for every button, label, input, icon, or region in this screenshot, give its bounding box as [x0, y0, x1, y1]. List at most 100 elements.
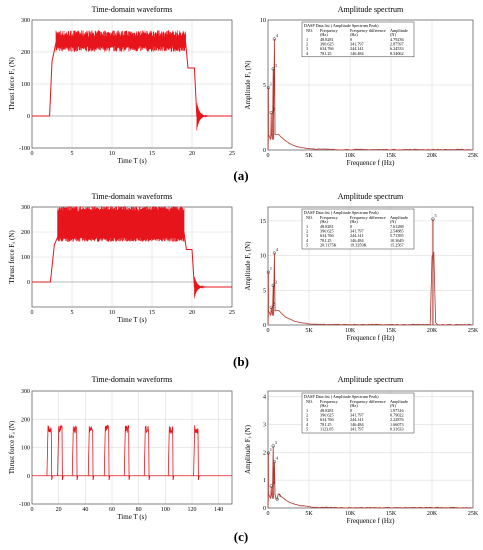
peak-data-table — [301, 21, 415, 58]
spectrum-chart-y-axis-label: Amplitude Fₐ (N) — [244, 241, 252, 291]
time-signal-pulse — [193, 425, 200, 481]
time-chart-x-tick-label: 5 — [71, 310, 74, 316]
time-chart-y-tick-label: 300 — [21, 389, 30, 395]
peak-table-header: (Hz) — [350, 403, 358, 408]
spectrum-chart-x-tick-label: 15K — [386, 328, 397, 334]
spectrum-peak-label: 2 — [273, 301, 275, 306]
spectrum-peak-label: 5 — [434, 213, 436, 218]
time-chart-x-tick-label: 60 — [109, 507, 115, 513]
peak-table-cell: 390.625 — [320, 42, 334, 47]
spectrum-chart-y-tick-label: 15 — [260, 219, 266, 225]
peak-table-cell: 3 — [306, 417, 308, 422]
spectrum-chart-x-tick-label: 5K — [305, 328, 313, 334]
peak-table-cell: 4 — [306, 422, 309, 427]
peak-table-header: Frequency — [320, 28, 339, 33]
panel-label: (c) — [234, 529, 248, 544]
peak-table-cell: 48.8281 — [320, 224, 334, 229]
panel-1: Time-domain waveforms Amplitude spectrum (… — [8, 192, 479, 369]
spectrum-peak-label: 4 — [276, 456, 279, 461]
spectrum-chart-y-tick-label: 10 — [260, 18, 266, 24]
peak-table-cell: 3 — [306, 46, 308, 51]
spectrum-peak-marker — [431, 217, 435, 221]
spectrum-chart-title: Amplitude spectrum — [338, 5, 404, 14]
spectrum-chart-x-tick-label: 20K — [427, 511, 438, 517]
time-chart-x-tick-label: 0 — [31, 151, 34, 157]
time-chart-x-tick-label: 20 — [189, 310, 195, 316]
spectrum-peak-label: 5 — [279, 493, 281, 498]
spectrum-chart-x-tick-label: 15K — [386, 153, 397, 159]
time-chart-frame — [31, 390, 233, 505]
spectrum-peak-marker — [266, 86, 271, 90]
peak-table-cell: 1 — [306, 224, 308, 229]
spectrum-chart-x-tick-label: 0 — [267, 328, 270, 334]
peak-table-header: NO. — [306, 399, 313, 404]
peak-table-header: NO. — [306, 28, 313, 33]
spectrum-chart-x-tick-label: 5K — [305, 153, 313, 159]
time-chart-x-tick-label: 15 — [149, 310, 155, 316]
spectrum-chart-x-tick-label: 25K — [468, 328, 479, 334]
time-chart-y-tick-label: 100 — [21, 255, 30, 261]
peak-table-cell: 341.797 — [350, 42, 364, 47]
spectrum-chart-y-tick-label: 4 — [263, 395, 266, 401]
peak-table-cell: 15.2567 — [390, 242, 404, 247]
spectrum-chart-x-tick-label: 10K — [345, 328, 356, 334]
peak-table-header: (N) — [390, 32, 396, 37]
peak-table-header: Amplitude — [390, 28, 408, 33]
peak-table-cell: 634.766 — [320, 233, 334, 238]
peak-table-header: Frequency difference — [350, 28, 386, 33]
peak-table-cell: 3 — [306, 233, 308, 238]
spectrum-peak-marker — [271, 67, 275, 71]
peak-table-cell: 19.3359K — [350, 242, 367, 247]
peak-table-header: Frequency difference — [350, 399, 386, 404]
spectrum-chart-x-tick-label: 0 — [267, 153, 270, 159]
time-chart-x-tick-label: 10 — [109, 151, 115, 157]
spectrum-peak-label: 2 — [273, 480, 275, 485]
spectrum-chart-x-axis-label: Frequence f (Hz) — [347, 334, 395, 342]
peak-table-cell: 2.54885 — [390, 229, 404, 234]
panel-2: Time-domain waveforms Amplitude spectrum (… — [8, 375, 479, 544]
spectrum-chart-y-tick-label: 10 — [260, 254, 266, 260]
time-chart-x-tick-label: 15 — [149, 151, 155, 157]
peak-table-header: Amplitude — [390, 399, 408, 404]
spectrum-chart-x-tick-label: 25K — [468, 153, 479, 159]
peak-table-cell: 2.22876 — [390, 417, 404, 422]
peak-table-cell: 341.797 — [350, 229, 364, 234]
peak-table-title: DASP Data list ( Amplitude Spectrum Peak… — [304, 394, 379, 399]
panel-0: Time-domain waveforms Amplitude spectrum (… — [8, 5, 479, 183]
time-chart-y-tick-label: 0 — [27, 474, 30, 480]
time-signal-pulse — [103, 425, 111, 481]
time-chart-x-tick-label: 40 — [82, 507, 88, 513]
peak-table-cell: 1 — [306, 408, 308, 413]
spectrum-chart-x-tick-label: 5K — [305, 511, 313, 517]
peak-table-cell: 5 — [306, 426, 308, 431]
panel-label: (b) — [233, 354, 249, 369]
time-signal-pulse — [57, 424, 64, 481]
peak-table-cell: 146.484 — [350, 238, 365, 243]
time-chart-x-tick-label: 80 — [136, 507, 142, 513]
peak-table-cell: 4 — [306, 238, 309, 243]
spectrum-chart-title: Amplitude spectrum — [338, 375, 404, 384]
spectrum-peak-marker — [271, 444, 275, 448]
spectrum-peak-marker — [275, 497, 279, 501]
peak-table-cell: 8.54062 — [390, 51, 404, 56]
spectrum-chart-x-tick-label: 25K — [468, 511, 479, 517]
spectrum-peak-label: 4 — [276, 33, 279, 38]
peak-table-cell: 1.66073 — [390, 422, 404, 427]
spectrum-chart-y-tick-label: 1 — [263, 478, 266, 484]
peak-table-cell: 146.484 — [350, 51, 365, 56]
peak-table-cell: 10.3649 — [390, 238, 404, 243]
peak-table-header: (N) — [390, 403, 396, 408]
time-chart-y-tick-label: 300 — [21, 205, 30, 211]
peak-table-cell: 0 — [350, 408, 352, 413]
peak-table-header: (N) — [390, 219, 396, 224]
peak-table-cell: 781.25 — [320, 238, 332, 243]
time-signal-envelope — [32, 41, 232, 117]
time-chart-y-tick-label: 300 — [21, 18, 30, 24]
peak-table-cell: 0.31633 — [390, 426, 404, 431]
time-chart-frame — [31, 206, 233, 308]
spectrum-chart-y-tick-label: 0 — [263, 506, 266, 512]
time-chart-y-tick-label: 100 — [21, 82, 30, 88]
time-chart-y-tick-label: 0 — [27, 114, 30, 120]
peak-table-cell: 146.484 — [350, 422, 365, 427]
